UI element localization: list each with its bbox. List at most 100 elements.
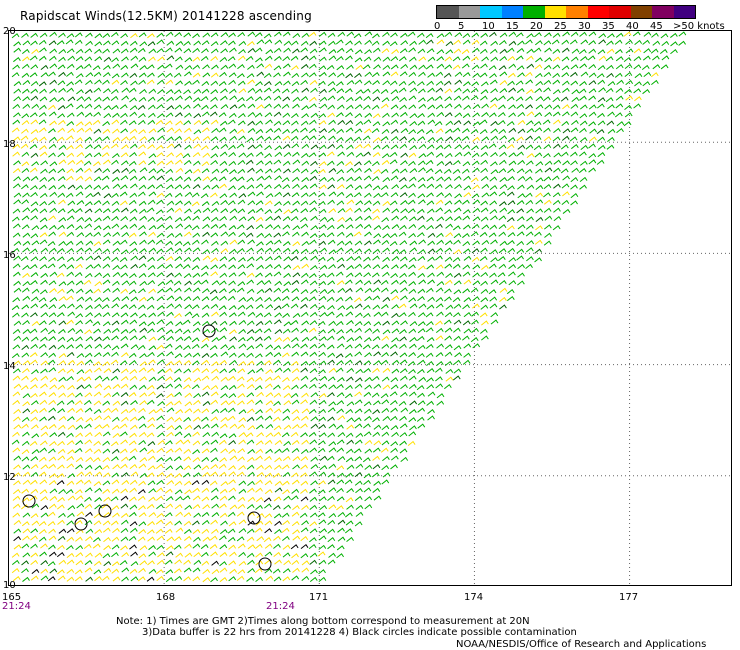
wind-barb	[121, 576, 129, 582]
wind-barb	[389, 233, 398, 239]
wind-barb	[75, 167, 84, 173]
wind-barb	[354, 95, 363, 102]
wind-barb	[319, 504, 328, 511]
wind-barb	[183, 384, 191, 390]
wind-barb	[84, 176, 93, 182]
wind-barb	[210, 192, 218, 198]
wind-barb	[426, 151, 435, 157]
wind-barb	[237, 448, 246, 454]
wind-barb	[274, 480, 283, 486]
wind-barb	[238, 560, 247, 566]
wind-barb	[408, 391, 417, 397]
wind-barb	[598, 33, 607, 39]
wind-barb	[156, 327, 165, 333]
wind-barb	[157, 88, 165, 95]
wind-barb	[515, 96, 524, 102]
wind-barb	[247, 559, 255, 565]
wind-barb	[76, 360, 85, 366]
wind-barb	[40, 512, 49, 518]
wind-barb	[120, 312, 129, 318]
wind-barb	[146, 529, 155, 535]
wind-barb	[282, 63, 291, 69]
wind-barb	[544, 104, 553, 110]
wind-barb	[30, 233, 39, 239]
wind-barb	[210, 264, 218, 270]
wind-barb	[390, 71, 399, 77]
wind-barb	[552, 136, 561, 142]
wind-barb	[425, 129, 434, 135]
wind-barb	[85, 144, 93, 150]
wind-barb	[129, 97, 137, 103]
wind-barb	[183, 120, 192, 126]
wind-barb	[29, 248, 38, 254]
wind-barb	[300, 79, 309, 85]
wind-barb	[543, 192, 551, 198]
wind-barb	[390, 464, 398, 470]
wind-barb	[534, 231, 542, 237]
wind-barb	[201, 265, 209, 271]
wind-barb	[534, 64, 543, 70]
wind-barb	[427, 72, 436, 78]
wind-barb	[129, 47, 138, 53]
wind-barb	[408, 351, 417, 358]
wind-barb	[129, 521, 138, 527]
wind-barb	[398, 56, 407, 62]
wind-barb	[391, 279, 399, 285]
wind-barb	[148, 48, 157, 54]
wind-barb	[193, 113, 202, 119]
wind-barb	[30, 528, 39, 534]
wind-barb	[292, 265, 301, 271]
wind-barb	[452, 168, 461, 175]
wind-barb	[291, 327, 299, 333]
wind-barb	[66, 168, 75, 174]
wind-barb	[184, 304, 193, 310]
wind-barb	[300, 415, 309, 421]
wind-barb	[508, 280, 517, 286]
wind-barb	[507, 295, 515, 302]
wind-barb	[597, 97, 606, 103]
wind-barb	[246, 329, 255, 335]
wind-barb	[184, 95, 193, 101]
wind-barb	[273, 392, 282, 398]
wind-barb	[238, 103, 246, 109]
wind-barb	[282, 535, 290, 542]
wind-barb	[48, 503, 57, 509]
wind-barb	[48, 480, 57, 486]
wind-barb	[328, 463, 337, 469]
wind-barb	[534, 87, 543, 93]
wind-barb	[399, 440, 407, 446]
wind-barb	[328, 40, 336, 46]
wind-barb	[391, 295, 400, 301]
wind-barb	[228, 72, 237, 78]
wind-barb	[488, 65, 497, 71]
wind-barb	[66, 432, 74, 438]
wind-barb	[103, 105, 112, 111]
wind-barb	[166, 536, 175, 542]
wind-barb	[462, 232, 470, 239]
wind-barb	[39, 551, 47, 557]
wind-barb	[372, 264, 381, 270]
wind-barb	[471, 311, 479, 317]
wind-barb	[515, 32, 524, 38]
wind-barb	[526, 208, 534, 214]
wind-barb	[74, 576, 83, 582]
wind-barb	[183, 127, 192, 133]
wind-barb	[119, 423, 128, 429]
wind-barb	[552, 97, 561, 103]
wind-barb	[255, 81, 263, 87]
wind-barb	[327, 407, 336, 413]
wind-barb	[129, 368, 138, 375]
wind-barb	[75, 288, 84, 294]
wind-barb	[156, 424, 164, 430]
wind-barb	[193, 408, 201, 414]
wind-barb	[57, 440, 65, 447]
wind-barb	[463, 343, 472, 349]
wind-barb	[30, 393, 38, 399]
wind-barb	[219, 544, 228, 550]
wind-barb	[103, 407, 111, 413]
wind-barb	[373, 56, 382, 62]
wind-barb	[102, 255, 111, 262]
wind-barb	[417, 193, 426, 199]
wind-barb	[363, 360, 372, 366]
wind-barb	[174, 247, 183, 253]
